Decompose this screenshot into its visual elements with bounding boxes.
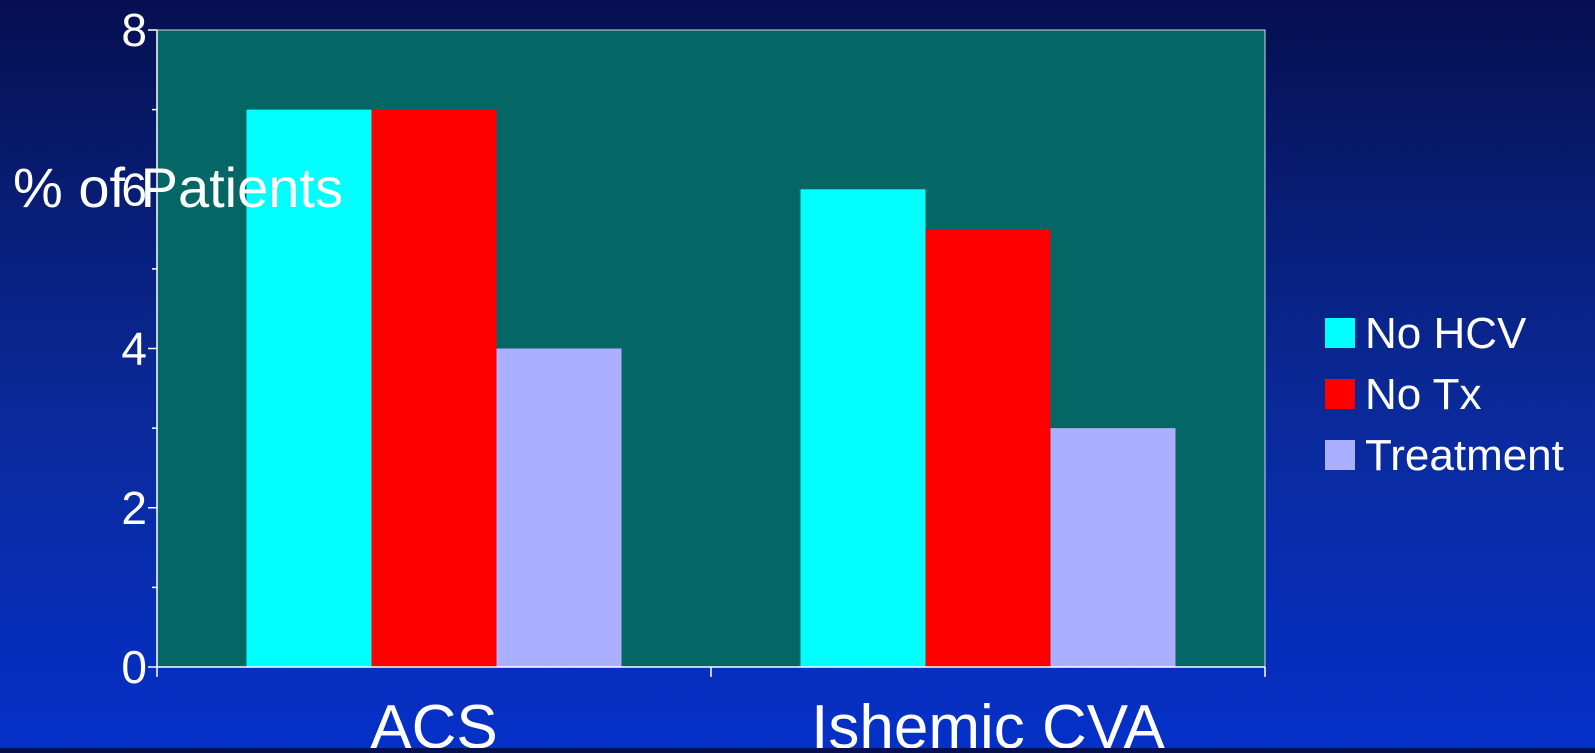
x-tick-label: ACS	[370, 693, 497, 748]
legend-label: Treatment	[1365, 431, 1564, 480]
bar-0-2	[496, 348, 622, 667]
bar-0-0	[246, 109, 372, 667]
bar-0-1	[371, 109, 497, 667]
y-tick-label: 0	[121, 641, 147, 693]
y-tick-label: 6	[121, 163, 147, 215]
legend-label: No HCV	[1365, 309, 1527, 358]
y-tick-label: 8	[121, 4, 147, 56]
legend-swatch	[1325, 440, 1355, 470]
bar-1-0	[800, 189, 926, 667]
bar-1-1	[925, 229, 1051, 667]
legend-swatch	[1325, 318, 1355, 348]
x-tick-label: Ishemic CVA	[811, 693, 1165, 748]
axes-group: 0 2 4 6 8 ACS Ishemic CVA	[121, 4, 1266, 753]
legend-label: No Tx	[1365, 370, 1482, 419]
y-tick-label: 4	[121, 323, 147, 375]
bars-group	[246, 109, 1176, 667]
bar-1-2	[1050, 428, 1176, 667]
y-axis-label: % of Patients	[13, 156, 343, 219]
legend-swatch	[1325, 379, 1355, 409]
legend: No HCV No Tx Treatment	[1325, 309, 1564, 480]
y-tick-label: 2	[121, 482, 147, 534]
